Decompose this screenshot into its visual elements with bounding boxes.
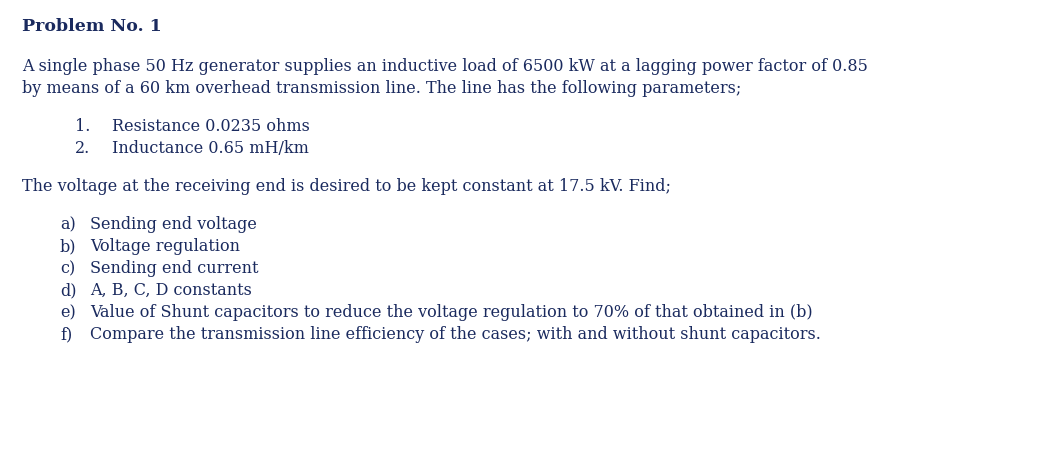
Text: Compare the transmission line efficiency of the cases; with and without shunt ca: Compare the transmission line efficiency… (90, 326, 821, 343)
Text: The voltage at the receiving end is desired to be kept constant at 17.5 kV. Find: The voltage at the receiving end is desi… (22, 178, 671, 195)
Text: Value of Shunt capacitors to reduce the voltage regulation to 70% of that obtain: Value of Shunt capacitors to reduce the … (90, 304, 813, 321)
Text: A single phase 50 Hz generator supplies an inductive load of 6500 kW at a laggin: A single phase 50 Hz generator supplies … (22, 58, 868, 75)
Text: b): b) (60, 238, 76, 255)
Text: Inductance 0.65 mH/km: Inductance 0.65 mH/km (112, 140, 309, 157)
Text: Resistance 0.0235 ohms: Resistance 0.0235 ohms (112, 118, 310, 135)
Text: c): c) (60, 260, 75, 277)
Text: Voltage regulation: Voltage regulation (90, 238, 240, 255)
Text: Problem No. 1: Problem No. 1 (22, 18, 162, 35)
Text: 2.: 2. (75, 140, 90, 157)
Text: d): d) (60, 282, 76, 299)
Text: Sending end current: Sending end current (90, 260, 258, 277)
Text: by means of a 60 km overhead transmission line. The line has the following param: by means of a 60 km overhead transmissio… (22, 80, 741, 97)
Text: Sending end voltage: Sending end voltage (90, 216, 257, 233)
Text: 1.: 1. (75, 118, 90, 135)
Text: f): f) (60, 326, 72, 343)
Text: A, B, C, D constants: A, B, C, D constants (90, 282, 252, 299)
Text: e): e) (60, 304, 75, 321)
Text: a): a) (60, 216, 75, 233)
